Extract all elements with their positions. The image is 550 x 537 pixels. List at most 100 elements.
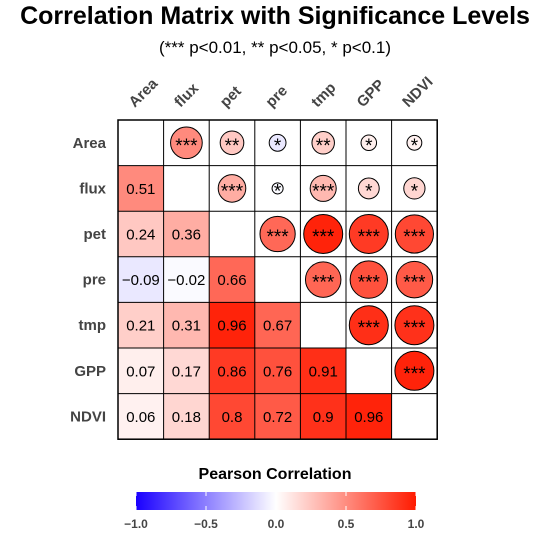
significance-circle: [357, 177, 380, 200]
significance-circle: [394, 350, 435, 391]
significance-stars: ***: [403, 227, 426, 248]
column-label: flux: [171, 79, 202, 110]
heatmap-cell: [209, 256, 255, 303]
legend-tick-label: −0.5: [194, 517, 218, 531]
heatmap-cell: [254, 348, 301, 394]
heatmap-cell: [118, 211, 164, 257]
row-label: pre: [83, 272, 106, 289]
significance-circle: [271, 182, 284, 195]
legend-title: Pearson Correlation: [199, 466, 352, 483]
cell-value-label: 0.21: [126, 318, 155, 335]
cell-value-label: 0.67: [263, 318, 292, 335]
column-label: GPP: [354, 76, 388, 110]
heatmap-cell: [118, 302, 164, 348]
heatmap-cell: [163, 302, 210, 348]
cell-value-label: 0.86: [217, 363, 246, 380]
significance-circle: [219, 130, 245, 156]
cell-value-label: 0.24: [126, 227, 155, 244]
heatmap-cell: [118, 348, 164, 394]
significance-stars: ***: [403, 364, 426, 385]
row-label: pet: [84, 226, 107, 243]
heatmap-cell: [300, 348, 346, 394]
heatmap-cell: [209, 302, 255, 348]
significance-stars: *: [274, 181, 282, 202]
significance-stars: ***: [358, 318, 381, 339]
significance-stars: ***: [221, 181, 244, 202]
significance-circle: [268, 133, 287, 152]
significance-circle: [394, 305, 435, 346]
cell-value-label: 0.72: [263, 409, 292, 426]
heatmap-cell: [346, 393, 392, 440]
cell-value-label: 0.96: [354, 409, 383, 426]
column-label: tmp: [308, 79, 339, 110]
column-label: pre: [262, 82, 291, 111]
significance-stars: *: [274, 136, 282, 157]
heatmap-cell: [209, 348, 255, 394]
heatmap-cell: [254, 393, 301, 440]
chart-title: Correlation Matrix with Significance Lev…: [20, 2, 530, 30]
row-label: Area: [73, 135, 107, 152]
cell-value-label: 0.76: [263, 363, 292, 380]
significance-stars: ***: [358, 227, 381, 248]
cell-value-label: 0.51: [126, 181, 155, 198]
chart-subtitle: (*** p<0.01, ** p<0.05, * p<0.1): [158, 38, 392, 57]
cell-value-label: 0.66: [217, 272, 246, 289]
significance-stars: *: [411, 136, 419, 157]
cell-value-label: 0.17: [172, 363, 201, 380]
significance-circle: [259, 215, 296, 253]
significance-circle: [360, 134, 378, 152]
column-label: pet: [217, 83, 245, 111]
heatmap-cell: [163, 211, 210, 257]
significance-stars: **: [225, 136, 240, 157]
significance-circle: [170, 126, 203, 160]
significance-circle: [406, 134, 423, 151]
significance-stars: *: [365, 136, 373, 157]
significance-circle: [348, 214, 389, 254]
cell-value-label: 0.18: [172, 409, 201, 426]
significance-stars: ***: [267, 227, 290, 248]
cell-value-label: −0.02: [167, 272, 205, 289]
row-label: flux: [79, 180, 106, 197]
heatmap-cell: [209, 393, 255, 440]
cell-value-label: 0.36: [172, 227, 201, 244]
significance-circle: [311, 131, 335, 155]
heatmap-cell: [254, 302, 301, 348]
legend-tick-label: 0.0: [268, 517, 285, 531]
significance-circle: [349, 260, 388, 299]
legend-tick-label: 0.5: [338, 517, 355, 531]
significance-stars: *: [411, 181, 419, 202]
significance-circle: [403, 177, 426, 200]
cell-value-label: 0.06: [126, 409, 155, 426]
legend-tick-label: −1.0: [124, 517, 148, 531]
column-label: NDVI: [399, 73, 436, 110]
legend-tick-label: 1.0: [408, 517, 425, 531]
significance-circle: [309, 174, 337, 202]
row-label: NDVI: [70, 408, 106, 425]
heatmap-cell: [118, 256, 164, 303]
significance-circle: [348, 305, 389, 346]
matrix-border: [117, 119, 438, 440]
significance-circle: [394, 214, 434, 254]
significance-stars: ***: [312, 273, 335, 294]
cell-value-label: 0.96: [217, 318, 246, 335]
heatmap-cell: [300, 393, 346, 440]
cell-value-label: −0.09: [122, 272, 160, 289]
significance-stars: **: [316, 136, 331, 157]
significance-circle: [217, 174, 247, 203]
legend-colorbar: [136, 492, 416, 510]
significance-stars: ***: [175, 136, 198, 157]
heatmap-cell: [163, 256, 210, 303]
cell-value-label: 0.31: [172, 318, 201, 335]
row-label: tmp: [79, 317, 107, 334]
cell-value-label: 0.9: [313, 409, 334, 426]
heatmap-cell: [118, 165, 164, 212]
significance-stars: ***: [312, 227, 335, 248]
heatmap-cell: [163, 348, 210, 394]
cell-value-label: 0.07: [126, 363, 155, 380]
row-label: GPP: [74, 363, 106, 380]
significance-circle: [303, 214, 344, 254]
heatmap-cell: [118, 393, 164, 440]
significance-circle: [304, 261, 342, 298]
cell-value-label: 0.91: [309, 363, 338, 380]
